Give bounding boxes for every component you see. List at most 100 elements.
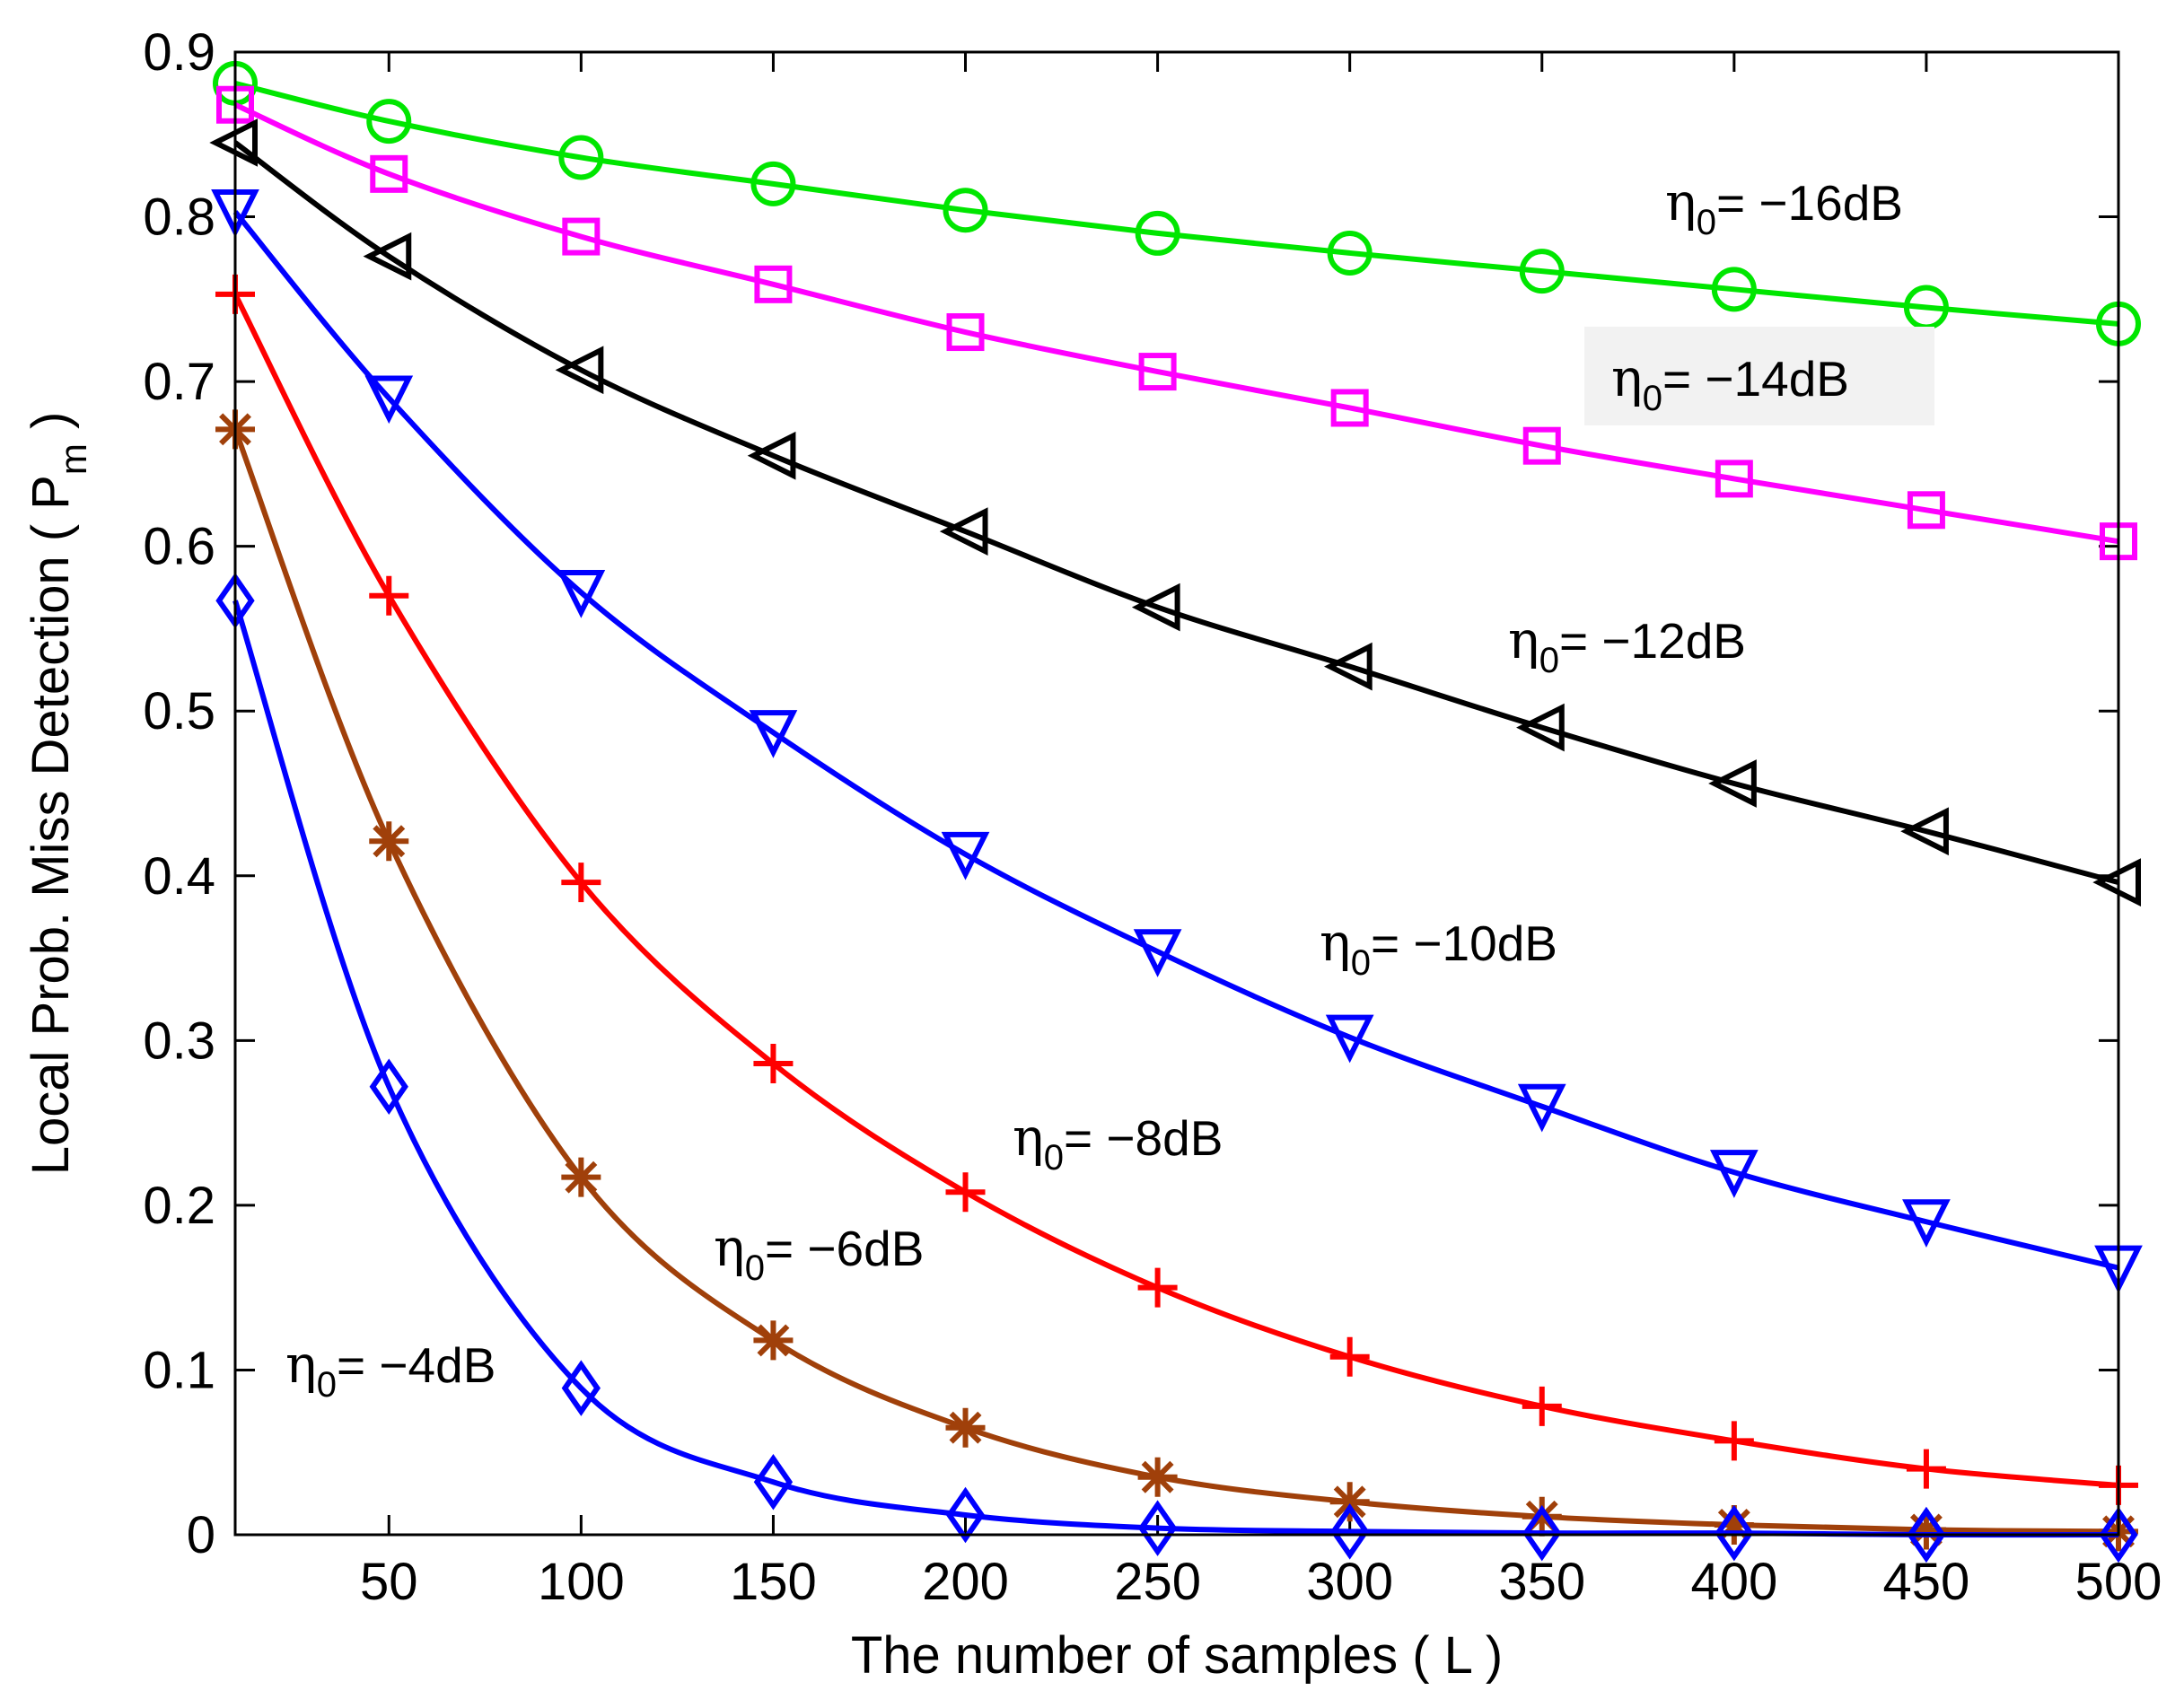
- x-tick-label: 450: [1883, 1553, 1970, 1611]
- data-point: [1906, 1510, 1946, 1550]
- data-point: [1907, 1506, 1946, 1563]
- data-point: [1708, 759, 1757, 808]
- y-tick-label: 0.8: [143, 188, 215, 247]
- series-line: [233, 102, 2119, 545]
- data-point: [558, 135, 604, 180]
- data-point: [1519, 249, 1565, 294]
- data-point: [1907, 491, 1945, 530]
- data-point: [946, 313, 985, 352]
- data-point: [1516, 703, 1565, 752]
- y-tick-label: 0.3: [143, 1012, 215, 1070]
- data-point: [939, 507, 988, 556]
- series-6: [215, 572, 2138, 1563]
- data-point: [561, 863, 601, 903]
- data-point: [1329, 1336, 1370, 1377]
- data-point: [369, 575, 409, 616]
- data-point: [1522, 1386, 1562, 1426]
- data-point: [749, 710, 798, 758]
- series-0: [213, 60, 2141, 346]
- data-point: [561, 1360, 601, 1416]
- data-point: [369, 1058, 408, 1115]
- x-tick-label: 250: [1114, 1553, 1201, 1611]
- data-point: [945, 1172, 986, 1213]
- annotation-14db: η0= −14dB: [1611, 347, 1849, 418]
- series-line: [232, 210, 2119, 1271]
- data-point: [1906, 1449, 1946, 1489]
- data-point: [753, 1044, 794, 1084]
- y-tick-label: 0.7: [143, 353, 215, 411]
- data-point: [1137, 1500, 1178, 1556]
- data-point: [941, 831, 990, 880]
- y-tick-label: 0.4: [143, 847, 215, 906]
- series-3: [211, 189, 2143, 1294]
- x-axis-title: The number of samples ( L ): [851, 1626, 1503, 1685]
- data-point: [364, 375, 414, 425]
- data-point: [1715, 460, 1753, 498]
- data-point: [366, 99, 412, 145]
- x-tick-label: 150: [730, 1553, 817, 1611]
- series-line: [232, 600, 2119, 1538]
- x-tick-label: 100: [538, 1553, 625, 1611]
- data-point: [1330, 389, 1369, 427]
- data-point: [945, 1407, 986, 1448]
- data-point: [561, 1157, 601, 1197]
- data-point: [1517, 1083, 1566, 1133]
- data-point: [2099, 1506, 2138, 1563]
- data-point: [1709, 1150, 1759, 1198]
- x-tick-label: 200: [922, 1553, 1009, 1611]
- data-point: [363, 232, 412, 281]
- data-point: [1131, 582, 1180, 632]
- plot-area-frame: [233, 50, 2120, 1537]
- x-tick-label: 350: [1498, 1553, 1585, 1611]
- data-point: [753, 1320, 794, 1361]
- data-point: [750, 161, 796, 206]
- data-point: [753, 1453, 794, 1511]
- data-point: [1902, 1199, 1951, 1248]
- data-point: [369, 821, 409, 862]
- data-point: [1137, 1457, 1178, 1497]
- tick-labels: 50 100 150 200 250 300 350 400 450 500 0 0.1 0.2 0.3 0…: [143, 23, 2162, 1611]
- y-tick-label: 0.9: [143, 23, 215, 82]
- data-point: [943, 188, 988, 233]
- data-point: [1138, 353, 1177, 391]
- series-1: [216, 85, 2137, 561]
- data-point: [945, 1486, 986, 1544]
- series-line: [232, 428, 2119, 1535]
- annotation-8db: η0= −8dB: [1013, 1107, 1223, 1178]
- data-point: [1711, 267, 1757, 312]
- y-tick-label: 0.1: [143, 1341, 215, 1399]
- data-point: [1133, 929, 1182, 977]
- data-point: [557, 570, 606, 618]
- data-point: [370, 154, 408, 193]
- data-point: [1135, 210, 1180, 256]
- data-point: [1330, 1503, 1370, 1560]
- data-point: [1522, 1504, 1562, 1562]
- data-point: [1323, 642, 1373, 691]
- data-point: [1715, 1504, 1754, 1562]
- data-point: [555, 346, 604, 395]
- x-tick-label: 500: [2075, 1553, 2162, 1611]
- data-point: [562, 217, 601, 256]
- x-tick-label: 400: [1690, 1553, 1777, 1611]
- data-point: [1900, 807, 1949, 856]
- series-line: [232, 293, 2119, 1488]
- annotation-4db: η0= −4dB: [285, 1334, 496, 1405]
- series-line: [234, 80, 2119, 327]
- data-point: [1714, 1421, 1754, 1461]
- series-layer: [209, 60, 2143, 1563]
- data-point: [1325, 1014, 1374, 1064]
- y-axis-title: Local Prob. Miss Detection ( Pm ): [22, 412, 94, 1176]
- data-point: [1329, 1482, 1370, 1522]
- x-tick-label: 300: [1306, 1553, 1393, 1611]
- data-point: [754, 265, 793, 303]
- y-tick-label: 0: [187, 1506, 215, 1564]
- data-point: [1522, 426, 1561, 465]
- data-point: [1327, 230, 1373, 276]
- y-tick-label: 0.2: [143, 1177, 215, 1235]
- data-point: [747, 431, 796, 480]
- data-point: [1714, 1504, 1754, 1545]
- annotation-background-14db: [1584, 327, 1934, 425]
- x-tick-label: 50: [360, 1553, 418, 1611]
